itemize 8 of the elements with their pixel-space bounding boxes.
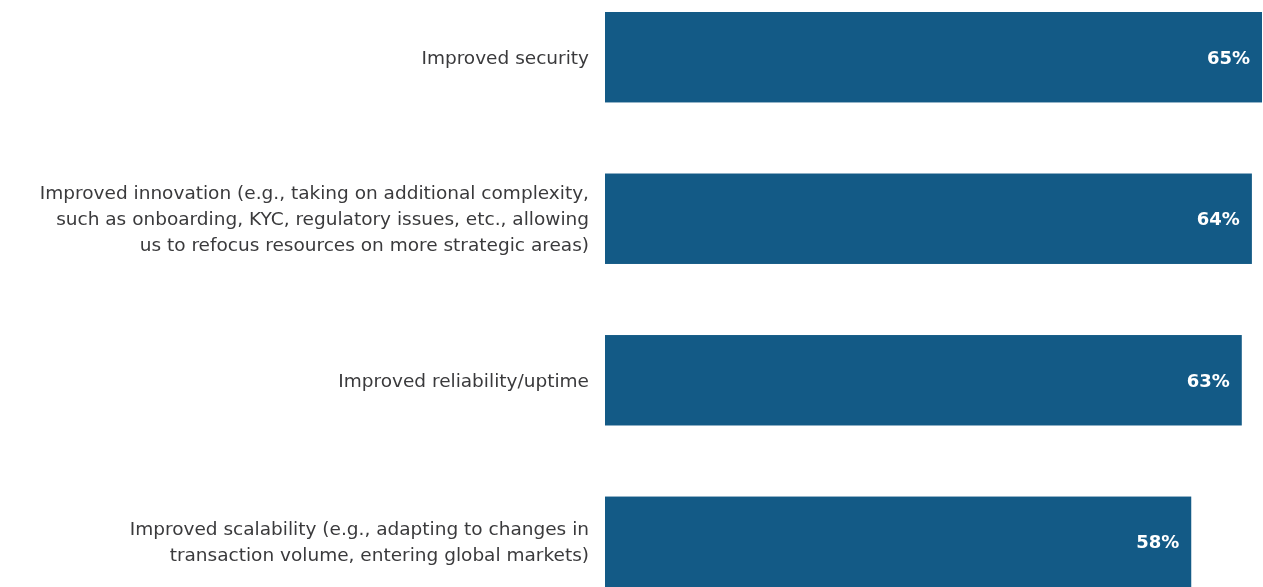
- data-label: 65%: [1206, 46, 1250, 68]
- y-tick-label: Improved security: [421, 46, 590, 68]
- data-label: 64%: [1196, 208, 1240, 230]
- y-tick-label: Improved scalability (e.g., adapting to changes in transaction volume, entering global markets): [129, 518, 589, 566]
- data-label: 63%: [1186, 369, 1230, 391]
- data-label: 58%: [1136, 531, 1180, 553]
- y-tick-label: Improved reliability/uptime: [338, 369, 589, 391]
- y-tick-label: Improved innovation (e.g., taking on additional complexity, such as onboarding, KYC, regulatory issues, etc., allowing us to refocus resources on more strategic areas): [39, 182, 589, 256]
